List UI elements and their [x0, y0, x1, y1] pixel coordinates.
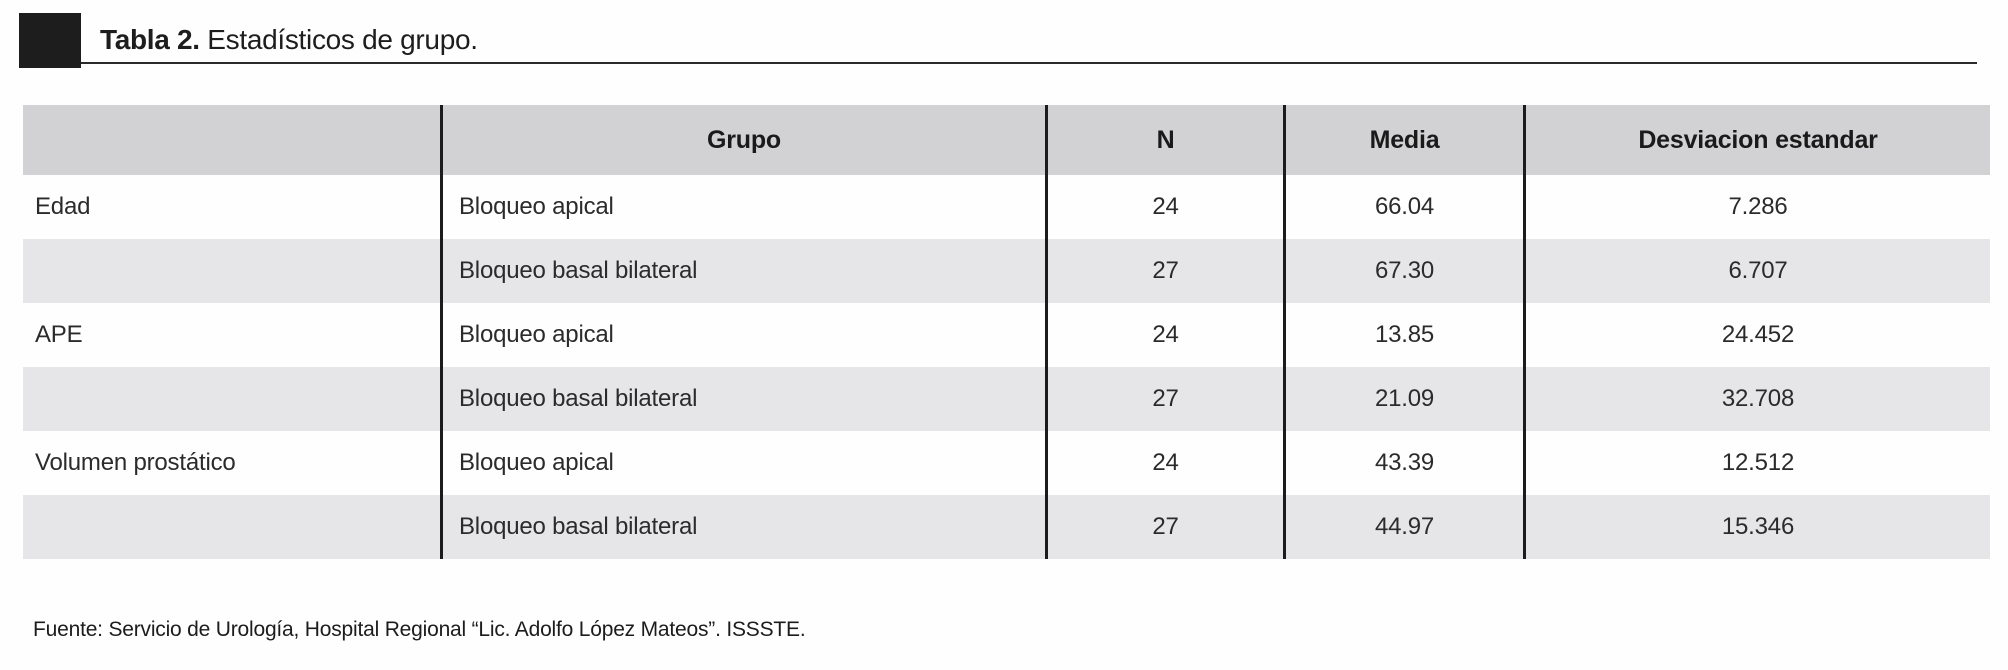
cell-media: 43.39 — [1283, 431, 1523, 495]
title-underline-rule — [81, 62, 1977, 64]
table-row: APE Bloqueo apical 24 13.85 24.452 — [23, 303, 1990, 367]
table-row: Volumen prostático Bloqueo apical 24 43.… — [23, 431, 1990, 495]
table-title-caption: Estadísticos de grupo. — [199, 24, 478, 55]
cell-n: 27 — [1045, 239, 1283, 303]
group-statistics-table: Grupo N Media Desviacion estandar Edad B… — [23, 105, 1990, 559]
cell-n: 27 — [1045, 367, 1283, 431]
cell-variable: Volumen prostático — [35, 449, 236, 476]
cell-grupo: Bloqueo basal bilateral — [440, 367, 1045, 431]
cell-sd: 32.708 — [1523, 367, 1990, 431]
cell-n: 24 — [1045, 431, 1283, 495]
cell-sd: 12.512 — [1523, 431, 1990, 495]
cell-sd: 15.346 — [1523, 495, 1990, 559]
header-cell-media: Media — [1283, 105, 1523, 175]
cell-variable — [23, 495, 440, 559]
cell-media: 67.30 — [1283, 239, 1523, 303]
cell-grupo: Bloqueo apical — [440, 175, 1045, 239]
cell-grupo: Bloqueo apical — [440, 431, 1045, 495]
header-cell-variable — [23, 105, 440, 175]
cell-variable — [23, 367, 440, 431]
header-cell-grupo: Grupo — [440, 105, 1045, 175]
cell-variable: Edad — [35, 193, 91, 220]
source-note: Fuente: Servicio de Urología, Hospital R… — [33, 618, 806, 641]
title-marker-square — [19, 13, 81, 68]
cell-variable: APE — [35, 321, 83, 348]
table-row: Bloqueo basal bilateral 27 21.09 32.708 — [23, 367, 1990, 431]
cell-sd: 6.707 — [1523, 239, 1990, 303]
cell-sd: 7.286 — [1523, 175, 1990, 239]
cell-grupo: Bloqueo basal bilateral — [440, 495, 1045, 559]
cell-grupo: Bloqueo basal bilateral — [440, 239, 1045, 303]
header-cell-sd: Desviacion estandar — [1523, 105, 1990, 175]
table-row: Bloqueo basal bilateral 27 67.30 6.707 — [23, 239, 1990, 303]
cell-n: 24 — [1045, 175, 1283, 239]
cell-media: 13.85 — [1283, 303, 1523, 367]
cell-media: 21.09 — [1283, 367, 1523, 431]
table-header-row: Grupo N Media Desviacion estandar — [23, 105, 1990, 175]
table-title-label: Tabla 2. — [100, 24, 200, 55]
table-row: Bloqueo basal bilateral 27 44.97 15.346 — [23, 495, 1990, 559]
cell-variable — [23, 239, 440, 303]
header-cell-n: N — [1045, 105, 1283, 175]
cell-grupo: Bloqueo apical — [440, 303, 1045, 367]
cell-n: 27 — [1045, 495, 1283, 559]
cell-media: 66.04 — [1283, 175, 1523, 239]
table-title: Tabla 2. Estadísticos de grupo. — [100, 24, 478, 56]
cell-media: 44.97 — [1283, 495, 1523, 559]
cell-n: 24 — [1045, 303, 1283, 367]
cell-sd: 24.452 — [1523, 303, 1990, 367]
table-title-band: Tabla 2. Estadísticos de grupo. — [0, 0, 2008, 80]
table-row: Edad Bloqueo apical 24 66.04 7.286 — [23, 175, 1990, 239]
